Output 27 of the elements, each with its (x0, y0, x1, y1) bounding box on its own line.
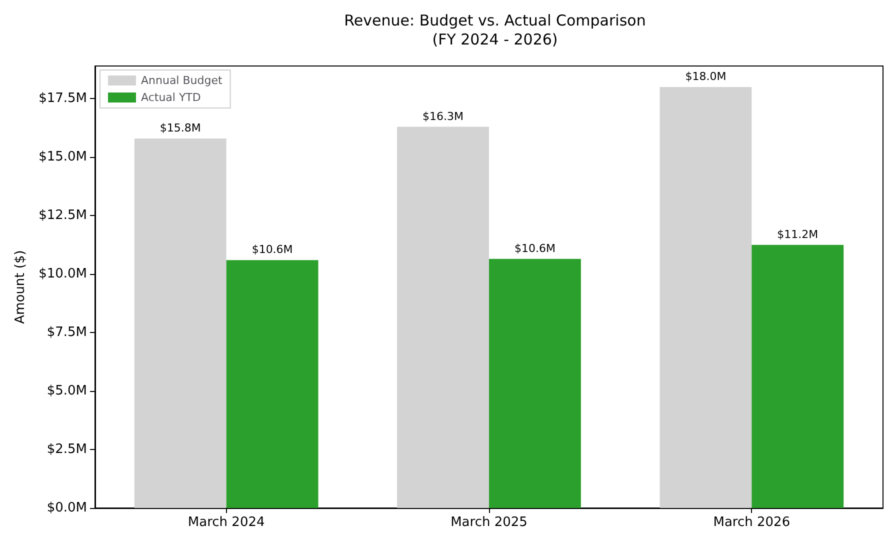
x-tick-label: March 2025 (450, 515, 528, 530)
y-tick-label: $12.5M (38, 208, 87, 224)
legend-label: Actual YTD (141, 91, 201, 104)
y-axis-title: Amount ($) (13, 250, 28, 324)
x-tick-label: March 2026 (713, 515, 790, 530)
bar (752, 244, 844, 508)
data-label: $10.6M (514, 242, 556, 255)
data-label: $11.2M (777, 228, 818, 241)
y-tick-label: $2.5M (46, 442, 87, 458)
y-tick-label: $10.0M (38, 266, 87, 282)
bar (397, 126, 489, 508)
chart-title: Revenue: Budget vs. Actual Comparison (FY 2024 - 2026) (344, 12, 646, 48)
y-tick-label: $0.0M (46, 500, 87, 516)
y-tick-label: $17.5M (38, 91, 87, 106)
y-tick-label: $15.0M (38, 150, 87, 165)
data-label: $18.0M (685, 70, 726, 84)
x-tick-label: March 2024 (188, 515, 265, 530)
bar (660, 87, 752, 508)
data-label: $15.8M (160, 121, 201, 134)
legend-label: Annual Budget (141, 74, 223, 87)
y-tick-label: $5.0M (46, 384, 87, 399)
y-tick-label: $7.5M (46, 325, 87, 340)
bar (134, 138, 226, 508)
data-label: $16.3M (422, 110, 464, 123)
data-label: $10.6M (252, 243, 293, 256)
bar (226, 260, 318, 508)
bar (489, 258, 581, 508)
